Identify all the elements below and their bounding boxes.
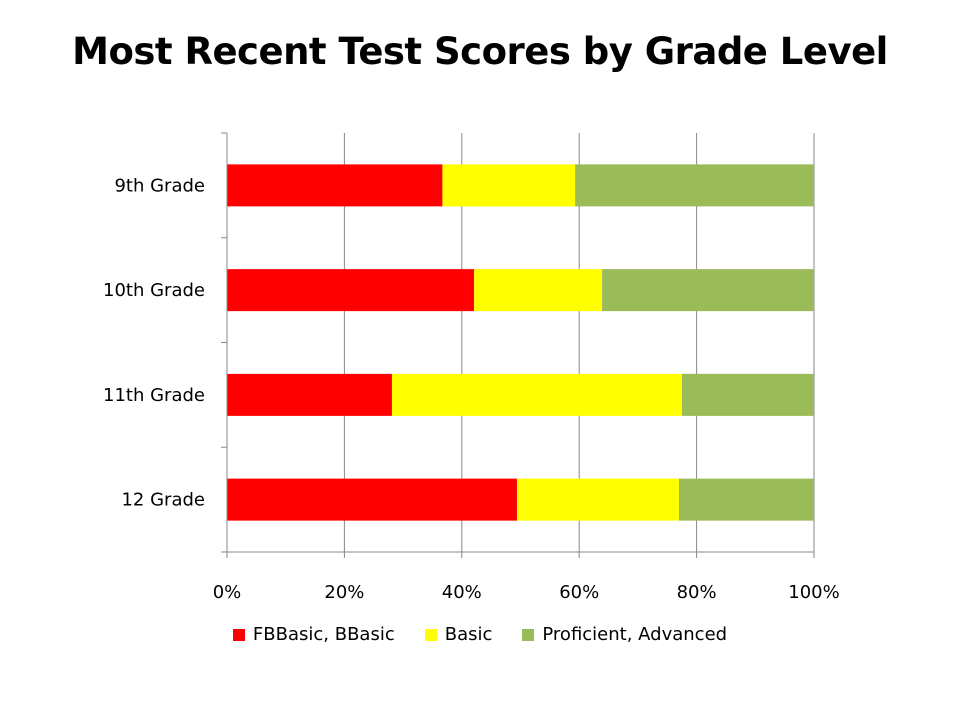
bars [227,164,814,521]
legend-swatch [522,628,535,641]
y-category-label: 10th Grade [103,280,205,301]
bar-segment [227,373,392,416]
y-category-label: 12 Grade [121,490,205,511]
bar-segment [678,478,814,521]
labels: 0% 20% 40% 60% 80% 100% 9th Grade 10th Grade 11t… [103,175,840,603]
x-tick-label: 80% [677,582,717,603]
legend-swatch [424,628,437,641]
bar-segment [575,164,814,207]
x-tick-label: 20% [324,582,364,603]
chart-title: Most Recent Test Scores by Grade Level [72,30,888,73]
bar-segment [602,269,814,312]
legend-swatch [232,628,245,641]
y-category-label: 11th Grade [103,385,205,406]
x-tick-label: 0% [213,582,242,603]
bar-segment [391,373,682,416]
bar-segment [227,269,475,312]
legend: FBBasic, BBasic Basic Proficient, Advanced [0,624,960,645]
legend-label: FBBasic, BBasic [252,624,395,645]
bar-segment [227,164,443,207]
bar-segment [681,373,814,416]
bar-segment [227,478,517,521]
bar-segment [516,478,679,521]
legend-label: Basic [444,624,493,645]
bar-segment [474,269,603,312]
x-tick-label: 60% [559,582,599,603]
y-category-label: 9th Grade [114,175,205,196]
x-tick-label: 100% [788,582,839,603]
legend-item: Proficient, Advanced [522,624,727,645]
bar-segment [442,164,576,207]
legend-item: FBBasic, BBasic [232,624,395,645]
x-tick-label: 40% [442,582,482,603]
legend-item: Basic [424,624,493,645]
axes [221,132,814,553]
legend-label: Proficient, Advanced [542,624,728,645]
